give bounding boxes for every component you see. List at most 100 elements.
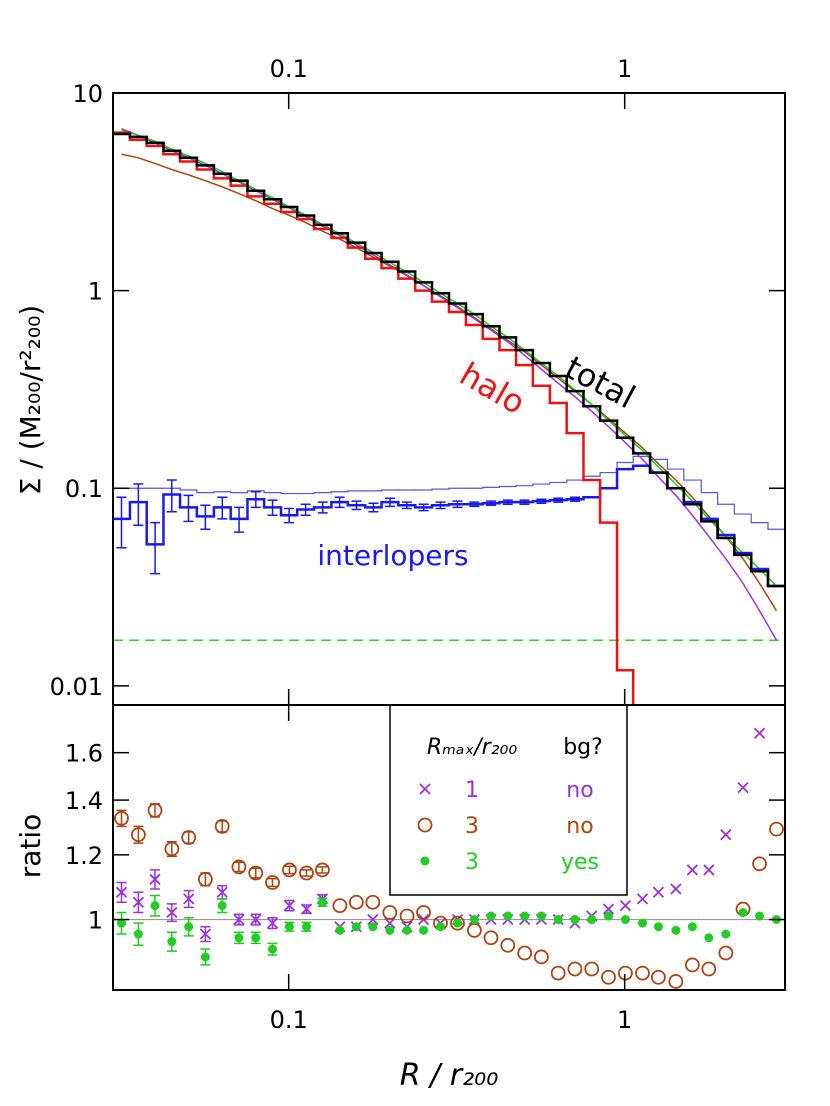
dot-marker <box>302 922 312 932</box>
legend-rmax: 3 <box>465 850 479 875</box>
dot-marker <box>385 925 395 935</box>
cross-marker <box>183 893 195 905</box>
circle-marker <box>500 937 516 953</box>
circle-marker <box>416 905 431 920</box>
dot-marker <box>420 856 430 866</box>
dot-marker <box>603 911 613 921</box>
cross-marker <box>652 886 665 898</box>
error-cap <box>284 507 295 524</box>
cross-marker <box>166 906 178 919</box>
y-tick-label: 0.1 <box>65 475 103 503</box>
circle-marker <box>214 819 230 834</box>
plot-area <box>113 727 785 989</box>
error-cap <box>183 917 194 937</box>
dot-marker <box>587 915 597 925</box>
error-cap <box>116 496 127 549</box>
axes-frame <box>112 92 786 706</box>
error-cap <box>150 521 161 575</box>
error-cap <box>301 869 312 877</box>
top-x-tick-label: 0.1 <box>270 55 308 83</box>
error-cap <box>133 825 144 844</box>
dot-marker <box>317 897 327 907</box>
error-cap <box>250 490 261 509</box>
cross-marker <box>283 899 296 912</box>
error-cap <box>166 903 177 923</box>
circle-marker <box>299 865 314 881</box>
error-cap <box>452 500 463 509</box>
circle-marker <box>197 871 213 887</box>
error-cap <box>250 913 261 926</box>
error-cap <box>250 931 261 945</box>
circle-marker <box>483 930 499 946</box>
circle-marker <box>635 965 650 981</box>
error-cap <box>234 506 245 533</box>
error-cap <box>116 809 127 828</box>
circle-marker <box>718 945 734 961</box>
legend-box <box>389 704 628 896</box>
error-cap <box>519 499 530 505</box>
circle-marker <box>248 865 264 881</box>
error-cap <box>469 501 480 508</box>
cross-marker <box>266 917 279 929</box>
y-tick-label: 0.01 <box>50 673 103 701</box>
circle-marker <box>651 969 666 985</box>
dot-marker <box>469 915 479 925</box>
error-cap <box>536 498 547 504</box>
y-tick-label: 1.2 <box>65 842 103 870</box>
plot-area <box>113 127 785 705</box>
dot-marker <box>267 944 277 954</box>
dot-marker <box>721 929 731 939</box>
y-tick-label: 1.4 <box>65 787 103 815</box>
circle-marker <box>517 945 533 961</box>
circle-marker <box>332 898 348 914</box>
circle-marker <box>164 841 180 857</box>
error-cap <box>149 869 160 890</box>
histogram-riser <box>128 134 770 587</box>
dot-marker <box>167 937 177 947</box>
dot-marker <box>503 911 513 921</box>
error-cap <box>116 881 127 903</box>
circle-marker <box>348 894 364 910</box>
error-cap <box>317 866 328 874</box>
dot-marker <box>217 901 227 911</box>
cross-marker <box>602 903 615 915</box>
error-cap <box>166 931 177 952</box>
circle-marker <box>399 908 415 924</box>
cross-marker <box>216 886 228 898</box>
dot-marker <box>453 918 463 928</box>
circle-marker <box>130 827 146 843</box>
error-cap <box>133 922 144 947</box>
legend-bg: no <box>566 778 593 803</box>
cross-marker <box>132 896 145 908</box>
dot-marker <box>133 929 143 939</box>
circle-marker <box>752 856 767 872</box>
error-cap <box>233 931 244 945</box>
y-tick-label: 1 <box>88 278 103 306</box>
circle-marker <box>701 961 717 977</box>
error-cap <box>200 948 211 966</box>
dot-marker <box>184 922 194 932</box>
cross-marker <box>686 864 698 876</box>
circle-marker <box>265 875 280 890</box>
circle-marker <box>466 922 482 938</box>
cross-marker <box>300 903 313 915</box>
dot-marker <box>653 922 663 932</box>
error-cap <box>183 889 194 909</box>
circle-marker <box>417 817 433 833</box>
cross-marker <box>703 864 715 876</box>
dot-marker <box>251 933 261 943</box>
dot-marker <box>620 915 630 925</box>
cross-marker <box>149 873 161 885</box>
error-cap <box>267 942 278 956</box>
circle-marker <box>684 957 700 973</box>
y-axis-label: ratio <box>14 814 47 879</box>
error-cap <box>334 496 345 509</box>
circle-marker <box>550 965 566 981</box>
error-cap <box>317 501 328 514</box>
error-cap <box>133 891 144 914</box>
x-tick-label: 1 <box>617 1006 632 1034</box>
error-cap <box>149 894 160 917</box>
cross-marker <box>753 727 766 739</box>
circle-marker <box>450 915 465 931</box>
